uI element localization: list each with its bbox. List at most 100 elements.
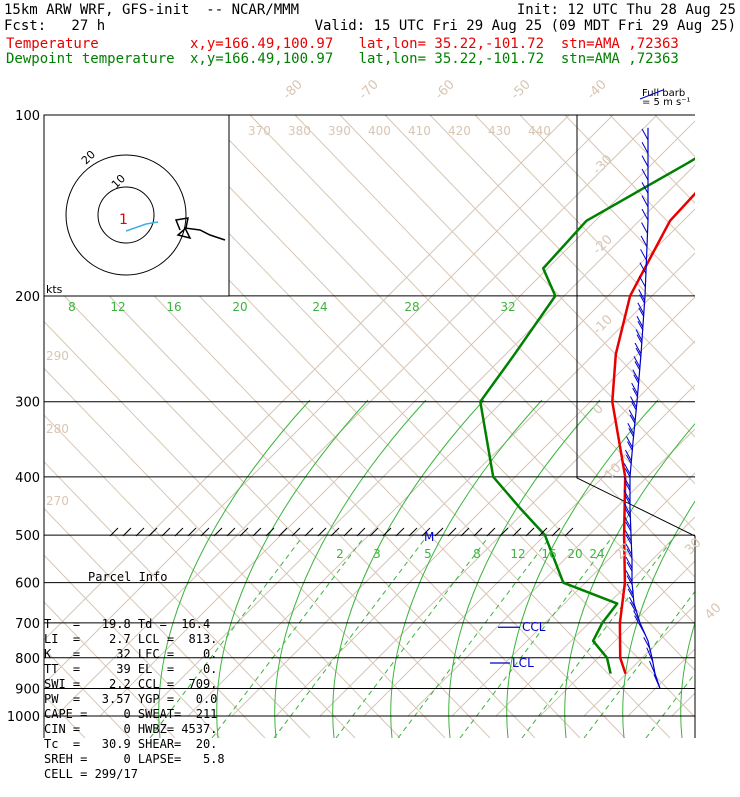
parcel-info-row: CIN = 0 HWBZ= 4537.: [44, 722, 218, 736]
wind-barb: [634, 342, 642, 355]
potential-temp-label: 280: [46, 422, 69, 436]
wind-barb: [633, 610, 641, 622]
mixing-ratio-label: 20: [567, 547, 582, 561]
mixing-ratio-line: [335, 539, 487, 738]
wind-barb: [632, 369, 640, 381]
wind-barb: [626, 583, 634, 596]
moist-adiabat-line: [158, 399, 311, 738]
wind-barb: [640, 235, 648, 248]
mixing-ratio-line: [211, 539, 363, 738]
parcel-info-row: Tc = 30.9 SHEAR= 20.: [44, 737, 218, 751]
wind-barb: [633, 374, 640, 384]
mixing-ratio-label: 16: [541, 547, 556, 561]
pressure-tick-label: 200: [15, 290, 40, 305]
wind-barb: [636, 334, 643, 344]
hatch-mark: [148, 527, 158, 537]
parcel-info-row: T = 19.8 Td = 16.4: [44, 617, 211, 631]
moist-adiabat-line: [274, 399, 427, 738]
wind-barb: [639, 262, 647, 274]
isotherm-line: [671, 692, 695, 717]
hatch-mark: [343, 527, 353, 537]
dewpoint-label: Dewpoint temperature: [6, 51, 175, 67]
hatch-mark: [447, 527, 457, 537]
wind-barb: [623, 503, 631, 515]
isotherm-line: [539, 560, 695, 717]
dry-adiabat-line: [44, 227, 536, 738]
hatch-mark: [213, 527, 223, 537]
parcel-info-row: SWI = 2.2 CCL = 709.: [44, 677, 218, 691]
wind-barb: [643, 637, 651, 649]
hodograph-trace: [174, 217, 226, 241]
wind-barb: [627, 441, 633, 451]
wind-barb: [625, 556, 633, 569]
potential-temp-label: 430: [488, 124, 511, 138]
wind-barb: [625, 570, 633, 582]
potential-temp-label: 270: [46, 494, 69, 508]
wind-barb: [631, 382, 639, 395]
wind-barb: [624, 449, 632, 462]
mixing-ratio-line: [583, 590, 695, 738]
moist-adiabat-line: [622, 500, 695, 738]
barb-legend-unit: = 5 m s⁻¹: [642, 97, 691, 108]
pressure-tick-label: 900: [15, 682, 40, 697]
isotherm-line: [407, 428, 695, 717]
wind-barb: [636, 315, 644, 328]
hatch-mark: [525, 527, 535, 537]
wind-barb: [623, 463, 631, 475]
hodograph-start-marker: 1: [119, 212, 128, 228]
wind-barb: [646, 647, 654, 662]
hatch-mark: [317, 527, 327, 537]
wind-barb: [634, 361, 641, 371]
wind-barb: [629, 414, 636, 425]
hatch-mark: [551, 527, 561, 537]
valid-time: Valid: 15 UTC Fri 29 Aug 25 (09 MDT Fri …: [314, 18, 736, 34]
moist-adiabat-line: [564, 423, 695, 738]
hatch-mark: [382, 527, 392, 537]
hatch-mark: [187, 527, 197, 537]
wind-barb: [649, 660, 656, 676]
model-title: 15km ARW WRF, GFS-init -- NCAR/MMM: [4, 2, 300, 18]
hatch-mark: [278, 527, 288, 537]
temperature-trace: [611, 191, 695, 674]
potential-temp-label: 410: [408, 124, 431, 138]
isotherm-label: -80: [280, 77, 306, 103]
mixing-ratio-label: 16: [166, 300, 181, 314]
dewpoint-trace: [479, 157, 695, 674]
wind-barb: [632, 387, 639, 398]
isotherm-label: 40: [702, 601, 724, 623]
wind-barb: [624, 516, 632, 529]
mixing-ratio-label: 8: [473, 547, 481, 561]
wind-barb: [625, 521, 632, 532]
wind-barb: [626, 561, 633, 572]
forecast-hour: Fcst: 27 h: [4, 18, 106, 34]
wind-barb: [641, 222, 648, 234]
wind-barb: [624, 494, 631, 505]
hatch-mark: [395, 527, 405, 537]
isotherm-label: -20: [590, 232, 616, 258]
isotherm-label: -60: [432, 77, 458, 103]
hatch-mark: [499, 527, 509, 537]
plot-right-edge: [576, 115, 696, 738]
isotherm-line: [44, 115, 570, 641]
mixing-ratio-label: 5: [424, 547, 432, 561]
hodograph-ring: [65, 154, 187, 276]
wind-barb: [641, 182, 649, 194]
hodograph-unit-label: kts: [46, 283, 63, 296]
hatch-mark: [434, 527, 444, 537]
mixing-ratio-label: 8: [68, 300, 76, 314]
hatch-mark: [564, 527, 574, 537]
wind-barb: [634, 615, 641, 625]
dry-adiabat-line: [429, 115, 695, 391]
storm-motion-label: M: [424, 530, 434, 544]
parcel-info-row: K = 32 LFC = 0.: [44, 647, 218, 661]
moist-adiabat-line: [332, 399, 485, 738]
temperature-label: Temperature: [6, 36, 99, 52]
hatch-mark: [200, 527, 210, 537]
wind-barb: [628, 409, 636, 422]
dry-adiabat-line: [44, 367, 401, 738]
isotherm-label: -70: [356, 77, 382, 103]
wind-barb: [626, 436, 633, 448]
parcel-info-title: Parcel Info: [88, 570, 168, 584]
pressure-tick-label: 800: [15, 652, 40, 667]
